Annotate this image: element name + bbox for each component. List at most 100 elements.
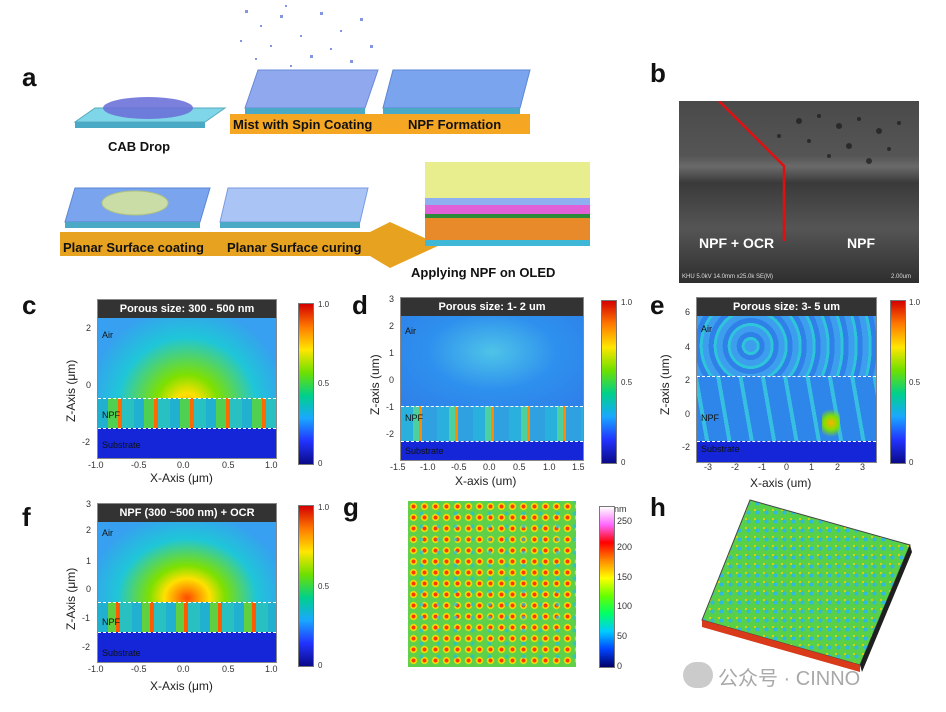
watermark: 公众号 · CINNO: [718, 668, 861, 690]
d-xtick: -1.0: [420, 462, 436, 472]
panel-label-e: e: [650, 290, 665, 320]
sim-c-substrate: Substrate: [102, 440, 141, 450]
sim-d-title: Porous size: 1- 2 um: [401, 298, 583, 316]
c-ylabel: Z-Axis (μm): [64, 359, 78, 422]
wechat-icon: [683, 662, 713, 688]
sim-f-substrate: Substrate: [102, 648, 141, 658]
e-xtick: 3: [860, 462, 866, 472]
sim-e-npf: NPF: [701, 413, 719, 423]
c-xtick: 0.5: [222, 460, 235, 470]
sim-d: Porous size: 1- 2 um Air NPF Substrate: [400, 297, 584, 461]
planar-curing-caption: Planar Surface curing: [227, 240, 362, 255]
sim-e-title: Porous size: 3- 5 um: [697, 298, 876, 316]
e-xtick: -3: [704, 462, 713, 472]
c-colorbar: [298, 303, 314, 465]
f-ytick: 3: [86, 499, 92, 509]
g-cbar-tick: 200: [617, 542, 633, 552]
e-cbar-tick: 1.0: [909, 298, 921, 307]
applying-caption: Applying NPF on OLED: [411, 265, 556, 280]
sim-f-title: NPF (300 ~500 nm) + OCR: [98, 504, 276, 522]
e-ytick: 6: [685, 307, 691, 317]
c-ytick: -2: [82, 437, 91, 447]
c-xtick: 1.0: [265, 460, 278, 470]
d-ylabel: Z-axis (um): [368, 354, 382, 415]
sim-f-npf: NPF: [102, 617, 120, 627]
d-cbar-tick: 1.0: [621, 298, 633, 307]
g-cbar-tick: 0: [617, 661, 623, 671]
sim-e-air: Air: [701, 324, 712, 334]
g-colorbar: [599, 506, 615, 668]
d-xtick: 0.5: [513, 462, 526, 472]
cab-drop-caption: CAB Drop: [108, 139, 171, 154]
c-ytick: 0: [86, 380, 92, 390]
d-cbar-tick: 0.5: [621, 378, 633, 387]
e-ytick: 0: [685, 409, 691, 419]
e-colorbar: [890, 300, 906, 464]
sem-right-label: NPF: [847, 235, 875, 251]
c-cbar-tick: 1.0: [318, 300, 330, 309]
e-xtick: 2: [835, 462, 841, 472]
f-xtick: -1.0: [88, 664, 104, 674]
d-xlabel: X-axis (um): [455, 474, 517, 488]
sem-footer: KHU 5.0kV 14.0mm x25.0k SE(M): [682, 274, 774, 280]
sem-image: NPF + OCR NPF KHU 5.0kV 14.0mm x25.0k SE…: [679, 101, 919, 283]
f-cbar-tick: 0: [318, 661, 323, 670]
sim-f: NPF (300 ~500 nm) + OCR Air NPF Substrat…: [97, 503, 277, 663]
e-xtick: -1: [758, 462, 767, 472]
panel-label-a: a: [22, 62, 37, 92]
afm-3d: [701, 499, 912, 672]
d-xtick: 0.0: [483, 462, 496, 472]
f-cbar-tick: 1.0: [318, 503, 330, 512]
schematic-a: [60, 5, 590, 268]
panel-label-c: c: [22, 290, 37, 320]
e-cbar-tick: 0: [909, 458, 914, 467]
panel-label-f: f: [22, 502, 31, 532]
c-xtick: -1.0: [88, 460, 104, 470]
d-ytick: 3: [389, 294, 395, 304]
e-ytick: 2: [685, 375, 691, 385]
f-colorbar: [298, 505, 314, 667]
f-xtick: 0.5: [222, 664, 235, 674]
panel-label-d: d: [352, 290, 368, 320]
panel-label-g: g: [343, 492, 359, 522]
sim-c-air: Air: [102, 330, 113, 340]
sem-left-label: NPF + OCR: [699, 235, 775, 251]
sim-c-npf: NPF: [102, 410, 120, 420]
g-unit: nm: [614, 504, 627, 514]
sim-d-air: Air: [405, 326, 416, 336]
mist-caption: Mist with Spin Coating: [233, 117, 373, 132]
d-xtick: 1.0: [543, 462, 556, 472]
sim-e-substrate: Substrate: [701, 444, 740, 454]
d-xtick: -1.5: [390, 462, 406, 472]
g-cbar-tick: 100: [617, 601, 633, 611]
e-xlabel: X-axis (um): [750, 476, 812, 490]
d-ytick: 0: [389, 375, 395, 385]
f-xlabel: X-Axis (μm): [150, 679, 213, 693]
d-xtick: -0.5: [451, 462, 467, 472]
e-ytick: 4: [685, 342, 691, 352]
afm-map: [408, 501, 576, 667]
sim-d-npf: NPF: [405, 413, 423, 423]
sim-d-substrate: Substrate: [405, 446, 444, 456]
f-ytick: 2: [86, 525, 92, 535]
planar-coating-caption: Planar Surface coating: [63, 240, 204, 255]
d-colorbar: [601, 300, 617, 464]
d-ytick: 2: [389, 321, 395, 331]
sem-scale: 2.00um: [890, 274, 911, 280]
g-cbar-tick: 50: [617, 631, 628, 641]
f-ytick: -1: [82, 613, 91, 623]
f-ytick: 1: [86, 556, 92, 566]
c-cbar-tick: 0.5: [318, 379, 330, 388]
f-xtick: -0.5: [131, 664, 147, 674]
g-cbar-tick: 150: [617, 572, 633, 582]
c-cbar-tick: 0: [318, 459, 323, 468]
d-ytick: -2: [386, 429, 395, 439]
panel-label-b: b: [650, 58, 666, 88]
npf-formation-caption: NPF Formation: [408, 117, 502, 132]
f-ytick: 0: [86, 584, 92, 594]
e-xtick: 0: [784, 462, 790, 472]
f-ylabel: Z-Axis (μm): [64, 567, 78, 630]
f-xtick: 0.0: [177, 664, 190, 674]
f-xtick: 1.0: [265, 664, 278, 674]
f-ytick: -2: [82, 642, 91, 652]
